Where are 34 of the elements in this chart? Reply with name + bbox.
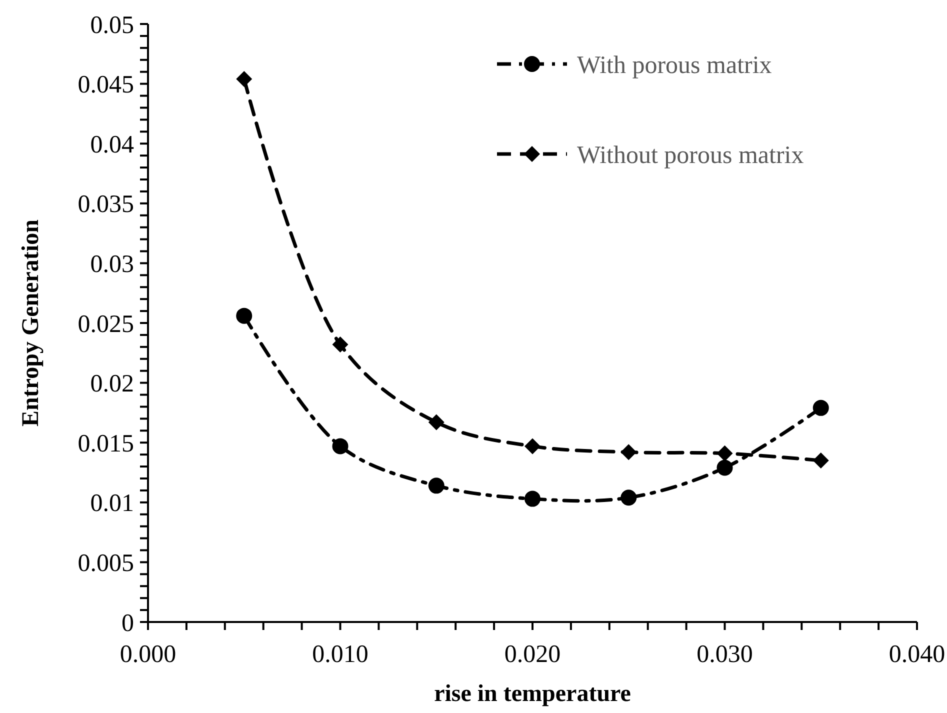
y-axis-title: Entropy Generation [18,220,44,426]
x-tick-label: 0.030 [696,641,753,668]
point [236,71,252,88]
y-tick-label: 0 [122,610,134,637]
legend-label: Without porous matrix [577,142,804,169]
point [236,308,252,324]
y-tick-label: 0.01 [90,490,134,518]
point [716,460,733,476]
point [428,414,444,430]
x-axis-title: rise in temperature [434,681,632,707]
y-tick-label: 0.035 [78,191,134,218]
x-tick-label: 0.020 [504,641,561,668]
y-tick-label: 0.025 [78,310,134,338]
y-tick-label: 0.015 [78,430,134,458]
point [428,478,444,494]
legend-label: With porous matrix [577,52,772,79]
x-tick-label: 0.010 [312,641,368,668]
y-tick-label: 0.05 [90,12,134,39]
point [812,452,829,469]
x-tick-label: 0.040 [888,641,946,668]
point [332,438,348,454]
point [620,444,637,460]
y-tick-label: 0.005 [78,550,134,577]
y-tick-label: 0.04 [90,131,134,158]
point [524,438,540,454]
point [332,336,348,353]
point [524,490,540,507]
y-tick-label: 0.03 [90,250,134,278]
point [620,490,637,506]
y-tick-label: 0.045 [78,72,134,99]
x-tick-label: 0.000 [120,641,176,668]
point [812,400,829,416]
y-tick-label: 0.02 [90,370,134,398]
point [716,445,733,462]
